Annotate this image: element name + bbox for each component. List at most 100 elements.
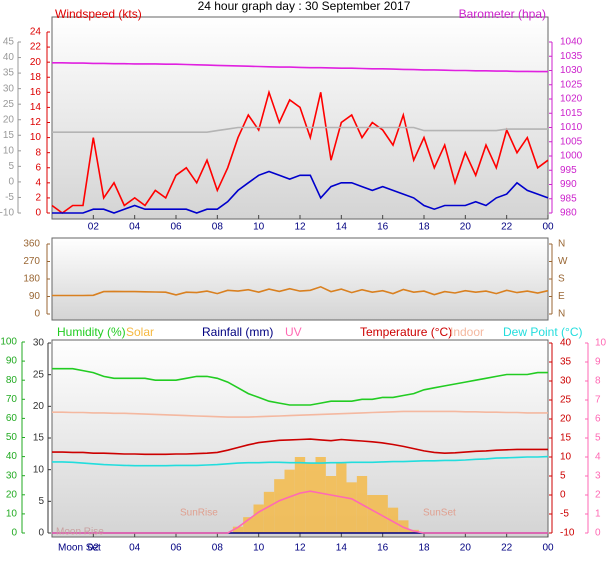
y-tick-label: S (558, 274, 565, 285)
series-line (51, 89, 549, 214)
y-tick-label: -10 (0, 208, 14, 219)
axis-title: Barometer (hpa) (459, 7, 546, 21)
y-tick-label: 5 (38, 496, 44, 507)
y-tick-label: 80 (6, 375, 18, 386)
y-tick-label: 1015 (560, 108, 583, 119)
y-tick-label: 10 (560, 452, 572, 463)
y-tick-label: 0 (34, 309, 40, 320)
y-tick-label: E (558, 291, 565, 302)
series-line (52, 410, 548, 418)
series-line (52, 455, 549, 467)
annotation: Moon Set (58, 543, 101, 554)
y-tick-label: 5 (560, 471, 566, 482)
bar (367, 495, 378, 533)
y-tick-label: 9 (595, 357, 601, 368)
y-tick-label: 10 (33, 464, 45, 475)
chart-title: 24 hour graph day : 30 September 2017 (198, 0, 411, 13)
y-tick-label: 60 (6, 413, 18, 424)
y-tick-label: 1 (595, 509, 601, 520)
y-tick-label: 2 (35, 193, 41, 204)
y-tick-label: 14 (30, 102, 42, 113)
y-tick-label: N (558, 309, 565, 320)
y-tick-label: 8 (595, 376, 601, 387)
x-tick-label: 02 (88, 543, 100, 554)
x-tick-label: 18 (418, 222, 430, 233)
y-tick-label: 0 (8, 177, 14, 188)
y-tick-label: 20 (3, 114, 15, 125)
y-tick-label: 360 (23, 239, 40, 250)
series-line (52, 490, 548, 534)
axis-title: Windspeed (kts) (55, 7, 142, 21)
series-line (52, 126, 548, 133)
y-tick-label: 3 (595, 471, 601, 482)
y-tick-label: 20 (30, 57, 42, 68)
annotation: SunRise (180, 508, 218, 519)
annotation: Moon Rise (56, 527, 104, 538)
y-tick-label: -10 (560, 528, 575, 539)
y-tick-label: 25 (33, 369, 45, 380)
y-tick-label: 18 (30, 72, 42, 83)
y-tick-label: 2 (595, 490, 601, 501)
x-tick-label: 00 (542, 222, 554, 233)
x-tick-label: 06 (170, 222, 182, 233)
y-tick-label: 35 (3, 68, 15, 79)
series-line (52, 367, 548, 406)
y-tick-label: 1000 (560, 151, 583, 162)
bar (336, 463, 347, 533)
legend-label: Temperature (°C) (360, 325, 452, 339)
y-tick-label: 1025 (560, 79, 583, 90)
legend-label: Humidity (%) (57, 325, 126, 339)
y-tick-label: 40 (560, 338, 572, 349)
y-tick-label: 0 (560, 490, 566, 501)
annotation: SunSet (423, 508, 456, 519)
y-tick-label: 4 (595, 452, 601, 463)
y-tick-label: 100 (0, 337, 17, 348)
y-tick-label: -5 (560, 509, 569, 520)
bar (387, 507, 399, 533)
legend-label: Solar (126, 325, 154, 339)
y-tick-label: 10 (3, 145, 15, 156)
y-tick-label: 0 (11, 528, 17, 539)
y-tick-label: 1040 (560, 37, 583, 48)
legend-label: Indoor (450, 325, 484, 339)
x-tick-label: 12 (294, 222, 306, 233)
bar (346, 482, 357, 533)
x-tick-label: 10 (253, 222, 265, 233)
y-tick-label: N (558, 239, 565, 250)
y-tick-label: 980 (560, 208, 577, 219)
bar (305, 463, 316, 533)
bar (315, 457, 326, 533)
y-tick-label: 24 (30, 27, 42, 38)
bar (284, 469, 295, 533)
y-tick-label: 1030 (560, 65, 583, 76)
y-tick-label: 40 (3, 52, 15, 63)
y-tick-label: 1005 (560, 136, 583, 147)
y-tick-label: 12 (30, 117, 42, 128)
y-tick-label: 6 (35, 162, 41, 173)
x-tick-label: 04 (129, 543, 141, 554)
y-tick-label: 15 (33, 433, 45, 444)
x-tick-label: 14 (336, 543, 348, 554)
bar (232, 526, 244, 533)
y-tick-label: 16 (30, 87, 42, 98)
legend-label: Dew Point (°C) (503, 325, 582, 339)
x-tick-label: 20 (460, 222, 472, 233)
y-tick-label: 8 (35, 147, 41, 158)
y-tick-label: 5 (595, 433, 601, 444)
y-tick-label: 990 (560, 179, 577, 190)
bar (274, 479, 285, 533)
y-tick-label: 25 (560, 395, 572, 406)
y-tick-label: W (558, 256, 568, 267)
x-tick-label: 16 (377, 543, 389, 554)
x-tick-label: 18 (418, 543, 430, 554)
x-tick-label: 04 (129, 222, 141, 233)
y-tick-label: 10 (30, 132, 42, 143)
x-tick-label: 22 (501, 543, 513, 554)
bar (253, 504, 264, 533)
y-tick-label: 45 (3, 37, 15, 48)
bar (294, 457, 306, 533)
y-tick-label: 0 (38, 528, 44, 539)
y-tick-label: 15 (560, 433, 572, 444)
y-tick-label: 30 (3, 83, 15, 94)
